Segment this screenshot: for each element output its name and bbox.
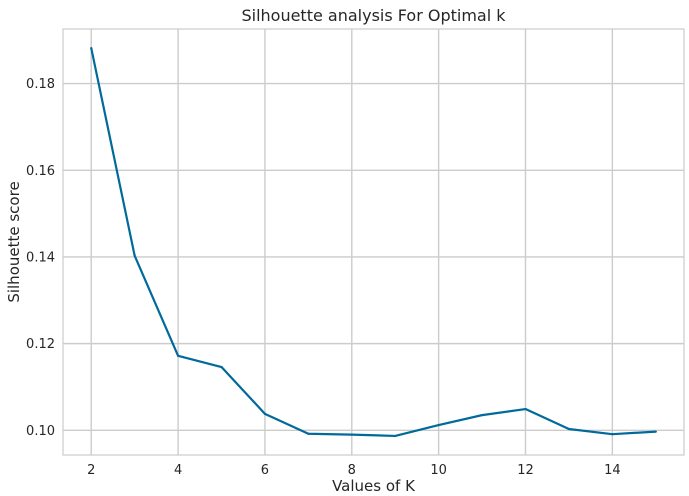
x-axis-label: Values of K [332, 477, 416, 495]
data-point [437, 424, 440, 427]
x-tick-label: 2 [87, 463, 95, 478]
x-tick-label: 12 [517, 463, 534, 478]
x-tick-labels: 2 4 6 8 10 12 14 [87, 463, 621, 478]
y-tick-label: 0.12 [26, 337, 55, 352]
x-tick-label: 14 [604, 463, 621, 478]
x-tick-label: 4 [174, 463, 182, 478]
x-tick-label: 6 [261, 463, 269, 478]
data-point [480, 414, 484, 417]
y-tick-label: 0.16 [26, 164, 55, 179]
data-point [394, 434, 397, 438]
data-point [307, 432, 310, 435]
data-point [567, 427, 571, 431]
data-point [654, 430, 657, 433]
data-point [220, 365, 223, 369]
y-tick-label: 0.14 [26, 250, 55, 265]
y-tick-label: 0.10 [26, 424, 55, 439]
data-point [176, 354, 180, 357]
data-point [611, 433, 614, 436]
series-line [90, 47, 656, 438]
data-point [90, 46, 93, 50]
x-tick-label: 8 [348, 463, 356, 478]
y-tick-labels: 0.10 0.12 0.14 0.16 0.18 [26, 77, 55, 439]
data-point [524, 407, 527, 411]
x-tick-label: 10 [430, 463, 447, 478]
chart-title: Silhouette analysis For Optimal k [241, 6, 506, 25]
data-point [263, 412, 267, 415]
y-axis-label: Silhouette score [5, 181, 23, 302]
plot-frame [62, 28, 685, 456]
data-point [350, 433, 353, 436]
series-layer [90, 46, 657, 438]
data-point [133, 254, 136, 257]
y-tick-label: 0.18 [26, 77, 55, 92]
grid [63, 29, 684, 455]
